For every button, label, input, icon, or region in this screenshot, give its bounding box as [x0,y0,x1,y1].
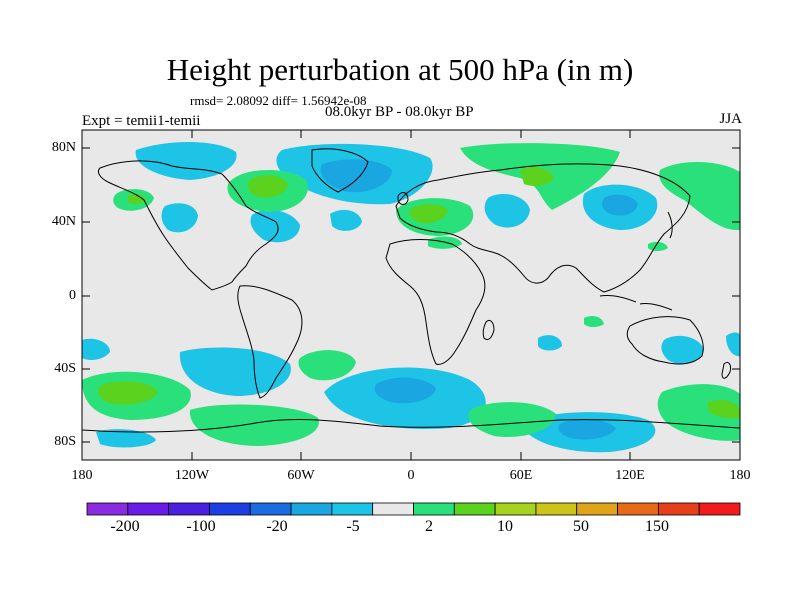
lon-label-180-west: 180 [71,468,93,483]
neg-region-australia [661,335,704,365]
colorbar-label-2: 2 [425,518,433,535]
pos-region-south-america-sea [298,350,356,381]
stats-subtitle: rmsd= 2.08092 diff= 1.56942e-08 [190,93,367,108]
colorbar-box [168,502,210,516]
lon-ticks [191,130,631,460]
coast-australia [626,316,704,365]
coast-south-america [237,285,303,399]
map-title: Height perturbation at 500 hPa (in m) [166,52,634,87]
season-label: JJA [719,111,742,127]
lat-label-40n: 40N [51,214,76,229]
colorbar-label-neg200: -200 [110,518,140,535]
lon-label-60e: 60E [509,468,533,483]
coast-japan [667,211,673,239]
neg-region-pacific-west [82,338,110,360]
colorbar-label-50: 50 [573,518,589,535]
lat-label-80n: 80N [51,140,76,155]
neg-region-antarctic-pacific [96,429,156,448]
colorbar-box [453,502,496,516]
experiment-label: Expt = temii1-temii [82,113,201,129]
coast-europe-asia [395,163,691,293]
colorbar-box [86,502,129,516]
pos-region-north-pacific-core [128,193,146,205]
neg-region-us [161,203,198,233]
lon-label-180-east: 180 [729,468,751,483]
pos-region-indian-mid [584,316,604,327]
pos-region-antarctic-ring [189,404,319,446]
coast-antarctica [82,419,740,433]
lon-label-0: 0 [407,468,415,483]
coast-greenland [311,148,369,193]
neg-region-arctic-atlantic-core [320,159,392,193]
neg-region-alaska [135,141,237,180]
lon-label-120e: 120E [615,468,645,483]
colorbar-label-150: 150 [645,518,669,535]
pos-region-tasman-core [708,400,740,419]
colorbar-box [372,502,414,516]
colorbar-box [290,502,333,516]
neg-region-south-pacific-east [179,347,291,396]
coast-north-america [97,160,279,291]
colorbar-box [413,502,455,516]
neg-region-indian-south-core [558,419,616,440]
colorbar-label-neg5: -5 [346,518,360,535]
contour-fields [82,141,740,453]
colorbar-box [657,502,700,516]
neg-region-south-indian-mid [538,335,562,351]
period-subtitle: 08.0kyr BP - 08.0kyr BP [325,104,474,120]
coast-british-isles [397,192,409,205]
neg-region-east-edge [726,332,740,357]
lat-label-40s: 40S [54,361,76,376]
lat-label-0: 0 [69,288,76,303]
colorbar-box [127,502,170,516]
colorbar-box [331,502,374,516]
pos-region-hudson-core [248,175,288,198]
colorbar-label-neg100: -100 [186,518,216,535]
neg-region-south-atlantic-core [374,377,436,404]
lat-ticks [82,147,740,443]
colorbar-box [494,502,537,516]
lon-label-120w: 120W [174,468,210,483]
neg-region-atlantic-mid [330,209,362,231]
neg-region-caspian [484,194,530,228]
pos-region-south-indian [468,402,556,438]
lat-label-80s: 80S [54,434,76,449]
colorbar-box [617,502,659,516]
coast-africa [385,239,486,365]
pos-region-pacific-nw [659,161,740,231]
colorbar-box [209,502,251,516]
coast-indonesia [599,295,673,311]
neg-region-canada-east [250,209,300,243]
colorbar-box [576,502,618,516]
neg-region-siberia-core [602,194,638,216]
colorbar-box [535,502,578,516]
colorbar-label-10: 10 [497,518,513,535]
pos-region-europe-core [409,204,448,224]
pos-region-south-pacific-core [98,381,158,405]
pos-region-china [648,241,668,251]
coast-new-zealand [721,361,731,379]
colorbar-box [249,502,292,516]
colorbar-label-neg20: -20 [266,518,288,535]
pos-region-north-eurasia-core [520,167,554,186]
colorbar-box [698,502,741,516]
coast-madagascar [482,319,495,341]
coastlines [82,148,740,433]
colorbar [86,502,741,516]
lon-label-60w: 60W [287,468,315,483]
